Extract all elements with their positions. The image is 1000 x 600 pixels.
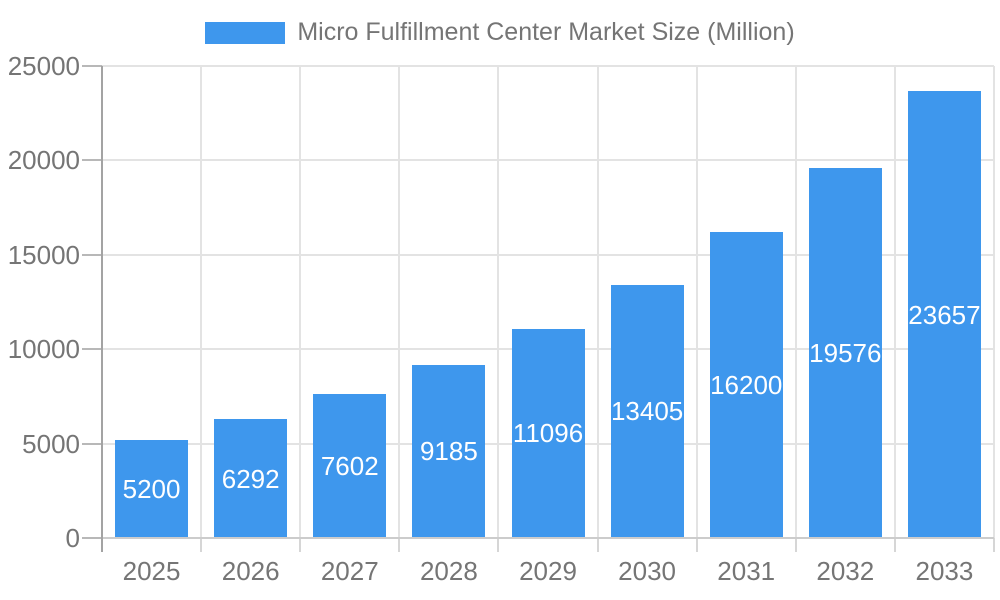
gridline-y-25000: [102, 65, 994, 67]
x-axis-label-2029: 2029: [519, 556, 577, 586]
gridline-x-1: [200, 66, 203, 538]
x-axis-label-2033: 2033: [915, 556, 974, 586]
gridline-x-2: [299, 66, 302, 538]
x-axis-tick-1: [200, 538, 203, 552]
x-axis-label-2030: 2030: [618, 556, 677, 586]
bar-value-label: 5200: [122, 473, 181, 504]
gridline-x-3: [398, 66, 401, 538]
bar-2025[interactable]: 5200: [115, 439, 189, 538]
y-axis-label-0: 0: [65, 523, 80, 553]
gridline-x-5: [596, 66, 599, 538]
x-axis-label-2032: 2032: [816, 556, 875, 586]
bar-2032[interactable]: 19576: [808, 168, 882, 538]
x-axis-tick-3: [398, 538, 401, 552]
bar-value-label: 6292: [221, 463, 280, 494]
bar-value-label: 19576: [809, 338, 882, 369]
y-axis-tick-15000: [82, 253, 102, 256]
bar-2030[interactable]: 13405: [610, 284, 684, 538]
legend-swatch-icon: [205, 21, 286, 44]
bar-value-label: 9185: [419, 436, 478, 467]
bar-2033[interactable]: 23657: [907, 91, 981, 538]
x-axis-label-2028: 2028: [419, 556, 478, 586]
gridline-x-6: [695, 66, 698, 538]
gridline-y-15000: [102, 253, 994, 256]
bar-2027[interactable]: 7602: [313, 394, 387, 538]
gridline-y-0: [102, 537, 994, 539]
gridline-x-9: [993, 66, 995, 538]
x-axis-tick-5: [596, 538, 599, 552]
x-axis-label-2027: 2027: [320, 556, 379, 586]
y-axis-tick-5000: [82, 442, 102, 445]
y-axis-label-20000: 20000: [7, 145, 80, 176]
bar-value-label: 16200: [710, 370, 783, 401]
x-axis-tick-7: [794, 538, 797, 552]
y-axis-label-5000: 5000: [22, 428, 80, 459]
x-axis-tick-6: [695, 538, 698, 552]
gridline-x-7: [794, 66, 797, 538]
y-axis-label-15000: 15000: [7, 239, 80, 270]
bar-2026[interactable]: 6292: [214, 419, 288, 538]
y-axis-label-10000: 10000: [7, 334, 80, 365]
y-axis-tick-10000: [82, 348, 102, 351]
bar-value-label: 7602: [320, 451, 379, 482]
x-axis-tick-9: [993, 538, 995, 552]
y-axis-label-25000: 25000: [7, 51, 80, 81]
y-axis-tick-20000: [82, 159, 102, 162]
y-axis-line: [101, 66, 103, 552]
bar-value-label: 11096: [512, 418, 584, 449]
plot-area: 5200 6292 7602 9185 11096 13405 16200 19576 2365…: [102, 65, 995, 539]
x-axis-tick-4: [497, 538, 500, 552]
bar-2029[interactable]: 11096: [511, 328, 585, 538]
bar-value-label: 23657: [908, 299, 981, 330]
x-axis-tick-2: [299, 538, 302, 552]
x-axis-label-2026: 2026: [221, 556, 280, 586]
gridline-x-8: [893, 66, 896, 538]
bar-2028[interactable]: 9185: [412, 364, 486, 538]
x-axis-label-2031: 2031: [717, 556, 776, 586]
gridline-y-20000: [102, 159, 994, 162]
x-axis-label-2025: 2025: [122, 556, 181, 586]
y-axis-tick-25000: [82, 65, 102, 67]
legend-label: Micro Fulfillment Center Market Size (Mi…: [297, 18, 795, 46]
x-axis-tick-8: [893, 538, 896, 552]
y-axis-tick-0: [82, 537, 102, 539]
bar-value-label: 13405: [610, 396, 684, 427]
gridline-x-4: [497, 66, 500, 538]
legend[interactable]: Micro Fulfillment Center Market Size (Mi…: [0, 18, 1000, 47]
bar-2031[interactable]: 16200: [709, 232, 783, 538]
